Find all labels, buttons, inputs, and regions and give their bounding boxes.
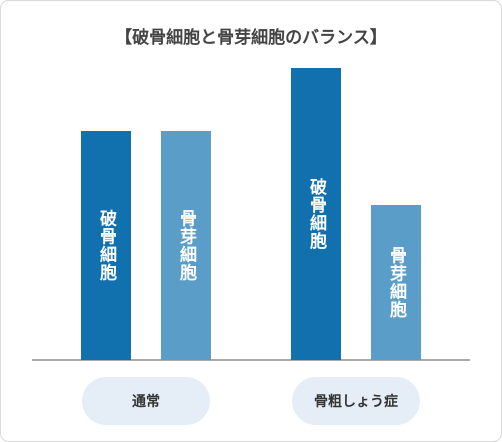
category-pill xyxy=(292,377,420,425)
category-pill xyxy=(82,377,210,425)
bar-label: 破骨細胞 xyxy=(306,177,327,250)
bar-label: 骨芽細胞 xyxy=(176,209,197,281)
x-tick-label: 通常 xyxy=(132,393,160,410)
bar-label: 破骨細胞 xyxy=(96,208,117,281)
chart-title: 【破骨細胞と骨芽細胞のバランス】 xyxy=(115,27,387,48)
bar xyxy=(291,68,341,360)
bar xyxy=(161,131,211,360)
bar-label: 骨芽細胞 xyxy=(386,246,407,318)
bar xyxy=(371,205,421,360)
x-tick-label: 骨粗しょう症 xyxy=(314,393,398,410)
bar xyxy=(81,131,131,360)
